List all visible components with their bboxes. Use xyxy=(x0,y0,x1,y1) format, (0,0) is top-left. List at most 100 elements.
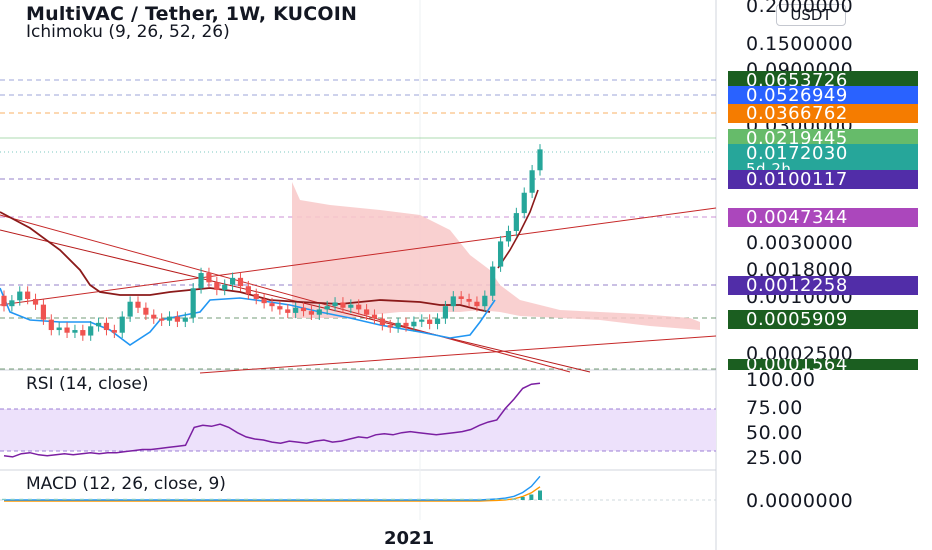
macd-histogram-bar xyxy=(71,498,76,500)
macd-histogram-bar xyxy=(209,498,214,500)
candle-body xyxy=(363,309,370,315)
candle-body xyxy=(48,319,54,331)
macd-histogram-bar xyxy=(192,498,197,500)
rsi-line xyxy=(3,382,541,458)
rsi-scale-label: 50.00 xyxy=(746,422,803,444)
candle-body xyxy=(490,266,496,296)
macd-histogram-bar xyxy=(538,490,542,500)
macd-histogram-bar xyxy=(123,498,128,500)
price-tag: 0.0047344 xyxy=(728,208,918,227)
candle-body xyxy=(111,330,117,333)
candle-body xyxy=(269,303,275,307)
price-scale-label: 0.1500000 xyxy=(746,33,854,55)
candle-body xyxy=(419,319,425,322)
price-tag: 0.0653726 xyxy=(728,71,918,90)
macd-histogram-bar xyxy=(261,498,266,500)
candle-body xyxy=(458,296,464,299)
candle-body xyxy=(119,316,125,333)
candle-body xyxy=(159,318,165,321)
candle-body xyxy=(174,316,181,322)
candle-body xyxy=(513,213,519,231)
macd-histogram-bar xyxy=(148,498,153,500)
candle-body xyxy=(411,321,417,327)
macd-histogram-bar xyxy=(486,498,491,500)
price-tag: 0.0001564 xyxy=(728,359,918,370)
candle-body xyxy=(434,318,441,324)
macd-histogram-bar xyxy=(2,498,6,500)
candle-body xyxy=(482,295,488,307)
candle-body xyxy=(143,307,149,315)
macd-histogram-bar xyxy=(19,498,24,500)
macd-histogram-bar xyxy=(218,498,223,500)
macd-histogram-bar xyxy=(399,498,404,500)
macd-histogram-bar xyxy=(252,498,257,500)
macd-histogram-bar xyxy=(321,498,326,500)
macd-histogram-bar xyxy=(45,498,50,500)
candle-body xyxy=(253,293,259,299)
ichimoku-base-line xyxy=(0,211,491,313)
candle-body xyxy=(293,307,299,313)
rsi-band xyxy=(0,409,716,451)
macd-histogram-bar xyxy=(140,498,145,500)
macd-histogram-bar xyxy=(416,498,421,500)
macd-histogram-bar xyxy=(183,498,188,500)
macd-histogram-bar xyxy=(157,498,162,500)
macd-histogram-bar xyxy=(468,498,473,500)
candle-body xyxy=(25,291,31,299)
candle-body xyxy=(88,326,94,336)
rsi-scale-label: 100.00 xyxy=(746,369,816,391)
candle-body xyxy=(497,241,504,267)
candle-body xyxy=(316,309,322,315)
candle-body xyxy=(348,304,354,308)
candle-body xyxy=(151,314,157,319)
macd-histogram-bar xyxy=(339,498,344,500)
price-scale-label: 0.2000000 xyxy=(746,0,854,17)
macd-histogram-bar xyxy=(235,498,240,500)
candle-body xyxy=(32,298,39,305)
ichimoku-lagging-line xyxy=(497,189,539,269)
candle-body xyxy=(450,296,456,307)
macd-histogram-bar xyxy=(226,498,231,500)
ichimoku-cloud xyxy=(292,182,700,330)
candle-body xyxy=(332,302,338,307)
candle-body xyxy=(403,322,409,327)
macd-histogram-bar xyxy=(244,498,249,500)
macd-histogram-bar xyxy=(451,498,456,500)
macd-histogram-bar xyxy=(391,498,396,500)
candle-body xyxy=(340,302,346,308)
price-scale-label: 0.0030000 xyxy=(746,232,854,254)
macd-signal-line xyxy=(4,486,541,502)
macd-histogram xyxy=(2,490,542,500)
macd-histogram-bar xyxy=(174,498,179,500)
macd-histogram-bar xyxy=(131,498,136,500)
candle-body xyxy=(190,288,196,318)
macd-histogram-bar xyxy=(287,498,292,500)
candle-body xyxy=(127,301,133,317)
symbol-title[interactable]: MultiVAC / Tether, 1W, KUCOIN xyxy=(26,3,358,25)
last-price-value: 0.0172030 xyxy=(746,143,848,164)
macd-histogram-bar xyxy=(356,498,361,500)
macd-histogram-bar xyxy=(10,498,15,500)
candle-body xyxy=(182,317,188,322)
ichimoku-indicator-label[interactable]: Ichimoku (9, 26, 52, 26) xyxy=(26,22,230,42)
macd-histogram-bar xyxy=(36,498,41,500)
macd-histogram-bar xyxy=(494,498,499,500)
candlestick-series xyxy=(1,144,543,341)
macd-indicator-label[interactable]: MACD (12, 26, close, 9) xyxy=(26,474,226,494)
price-tag: 0.0100117 xyxy=(728,170,918,189)
candle-body xyxy=(387,325,393,328)
macd-histogram-bar xyxy=(88,498,93,500)
rsi-indicator-label[interactable]: RSI (14, close) xyxy=(26,374,149,394)
macd-histogram-bar xyxy=(442,498,447,500)
candle-body xyxy=(9,300,15,307)
candle-body xyxy=(135,301,141,308)
macd-histogram-bar xyxy=(330,498,335,500)
macd-scale-label: 0.0000000 xyxy=(746,490,854,512)
trendline-ascending-lower xyxy=(199,335,717,374)
currency-button[interactable]: USDT xyxy=(776,4,846,26)
trendline-ascending-upper xyxy=(0,207,717,306)
candle-body xyxy=(529,170,535,193)
candle-body xyxy=(17,291,23,301)
macd-histogram-bar xyxy=(114,498,119,500)
